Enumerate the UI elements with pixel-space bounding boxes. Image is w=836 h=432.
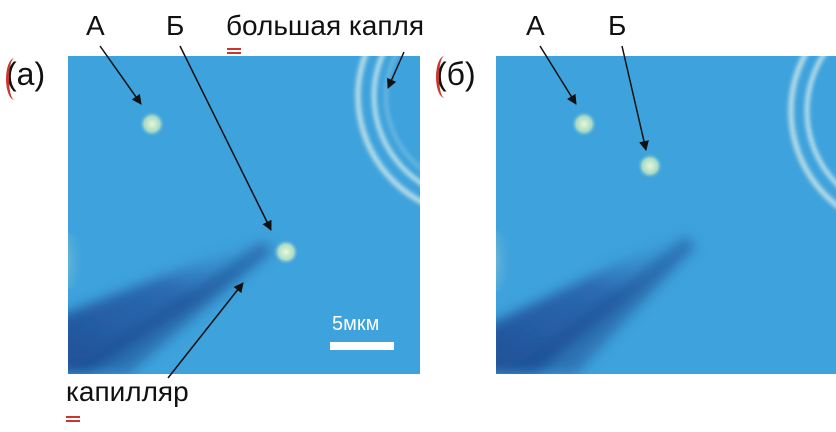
micrograph-panel-b (496, 56, 836, 374)
capillary-shadow (496, 228, 701, 374)
particle-b (637, 153, 663, 179)
particle-a (139, 111, 165, 137)
big-drop-underline (227, 48, 241, 54)
panel-b-red-mark (436, 56, 453, 98)
label-particle-b: Б (166, 10, 185, 41)
label-particle-a-b: А (526, 10, 545, 41)
scale-bar-label: 5мкм (332, 313, 380, 335)
label-particle-a: А (86, 10, 105, 41)
label-particle-b-b: Б (608, 10, 627, 41)
big-drop-rings (788, 56, 836, 208)
scale-bar (330, 342, 394, 350)
left-edge-drop (68, 233, 86, 289)
label-capillary: капилляр (66, 376, 189, 407)
label-big-drop: большая капля (226, 10, 424, 41)
panel-a-red-mark (6, 58, 23, 100)
particle-a (571, 111, 597, 137)
left-edge-drop (496, 231, 514, 291)
micrograph-b-image (496, 56, 836, 374)
big-drop-rings (355, 56, 420, 204)
particle-b (273, 239, 299, 265)
micrograph-panel-a: 5мкм (68, 56, 420, 374)
capillary-underline (66, 416, 80, 422)
